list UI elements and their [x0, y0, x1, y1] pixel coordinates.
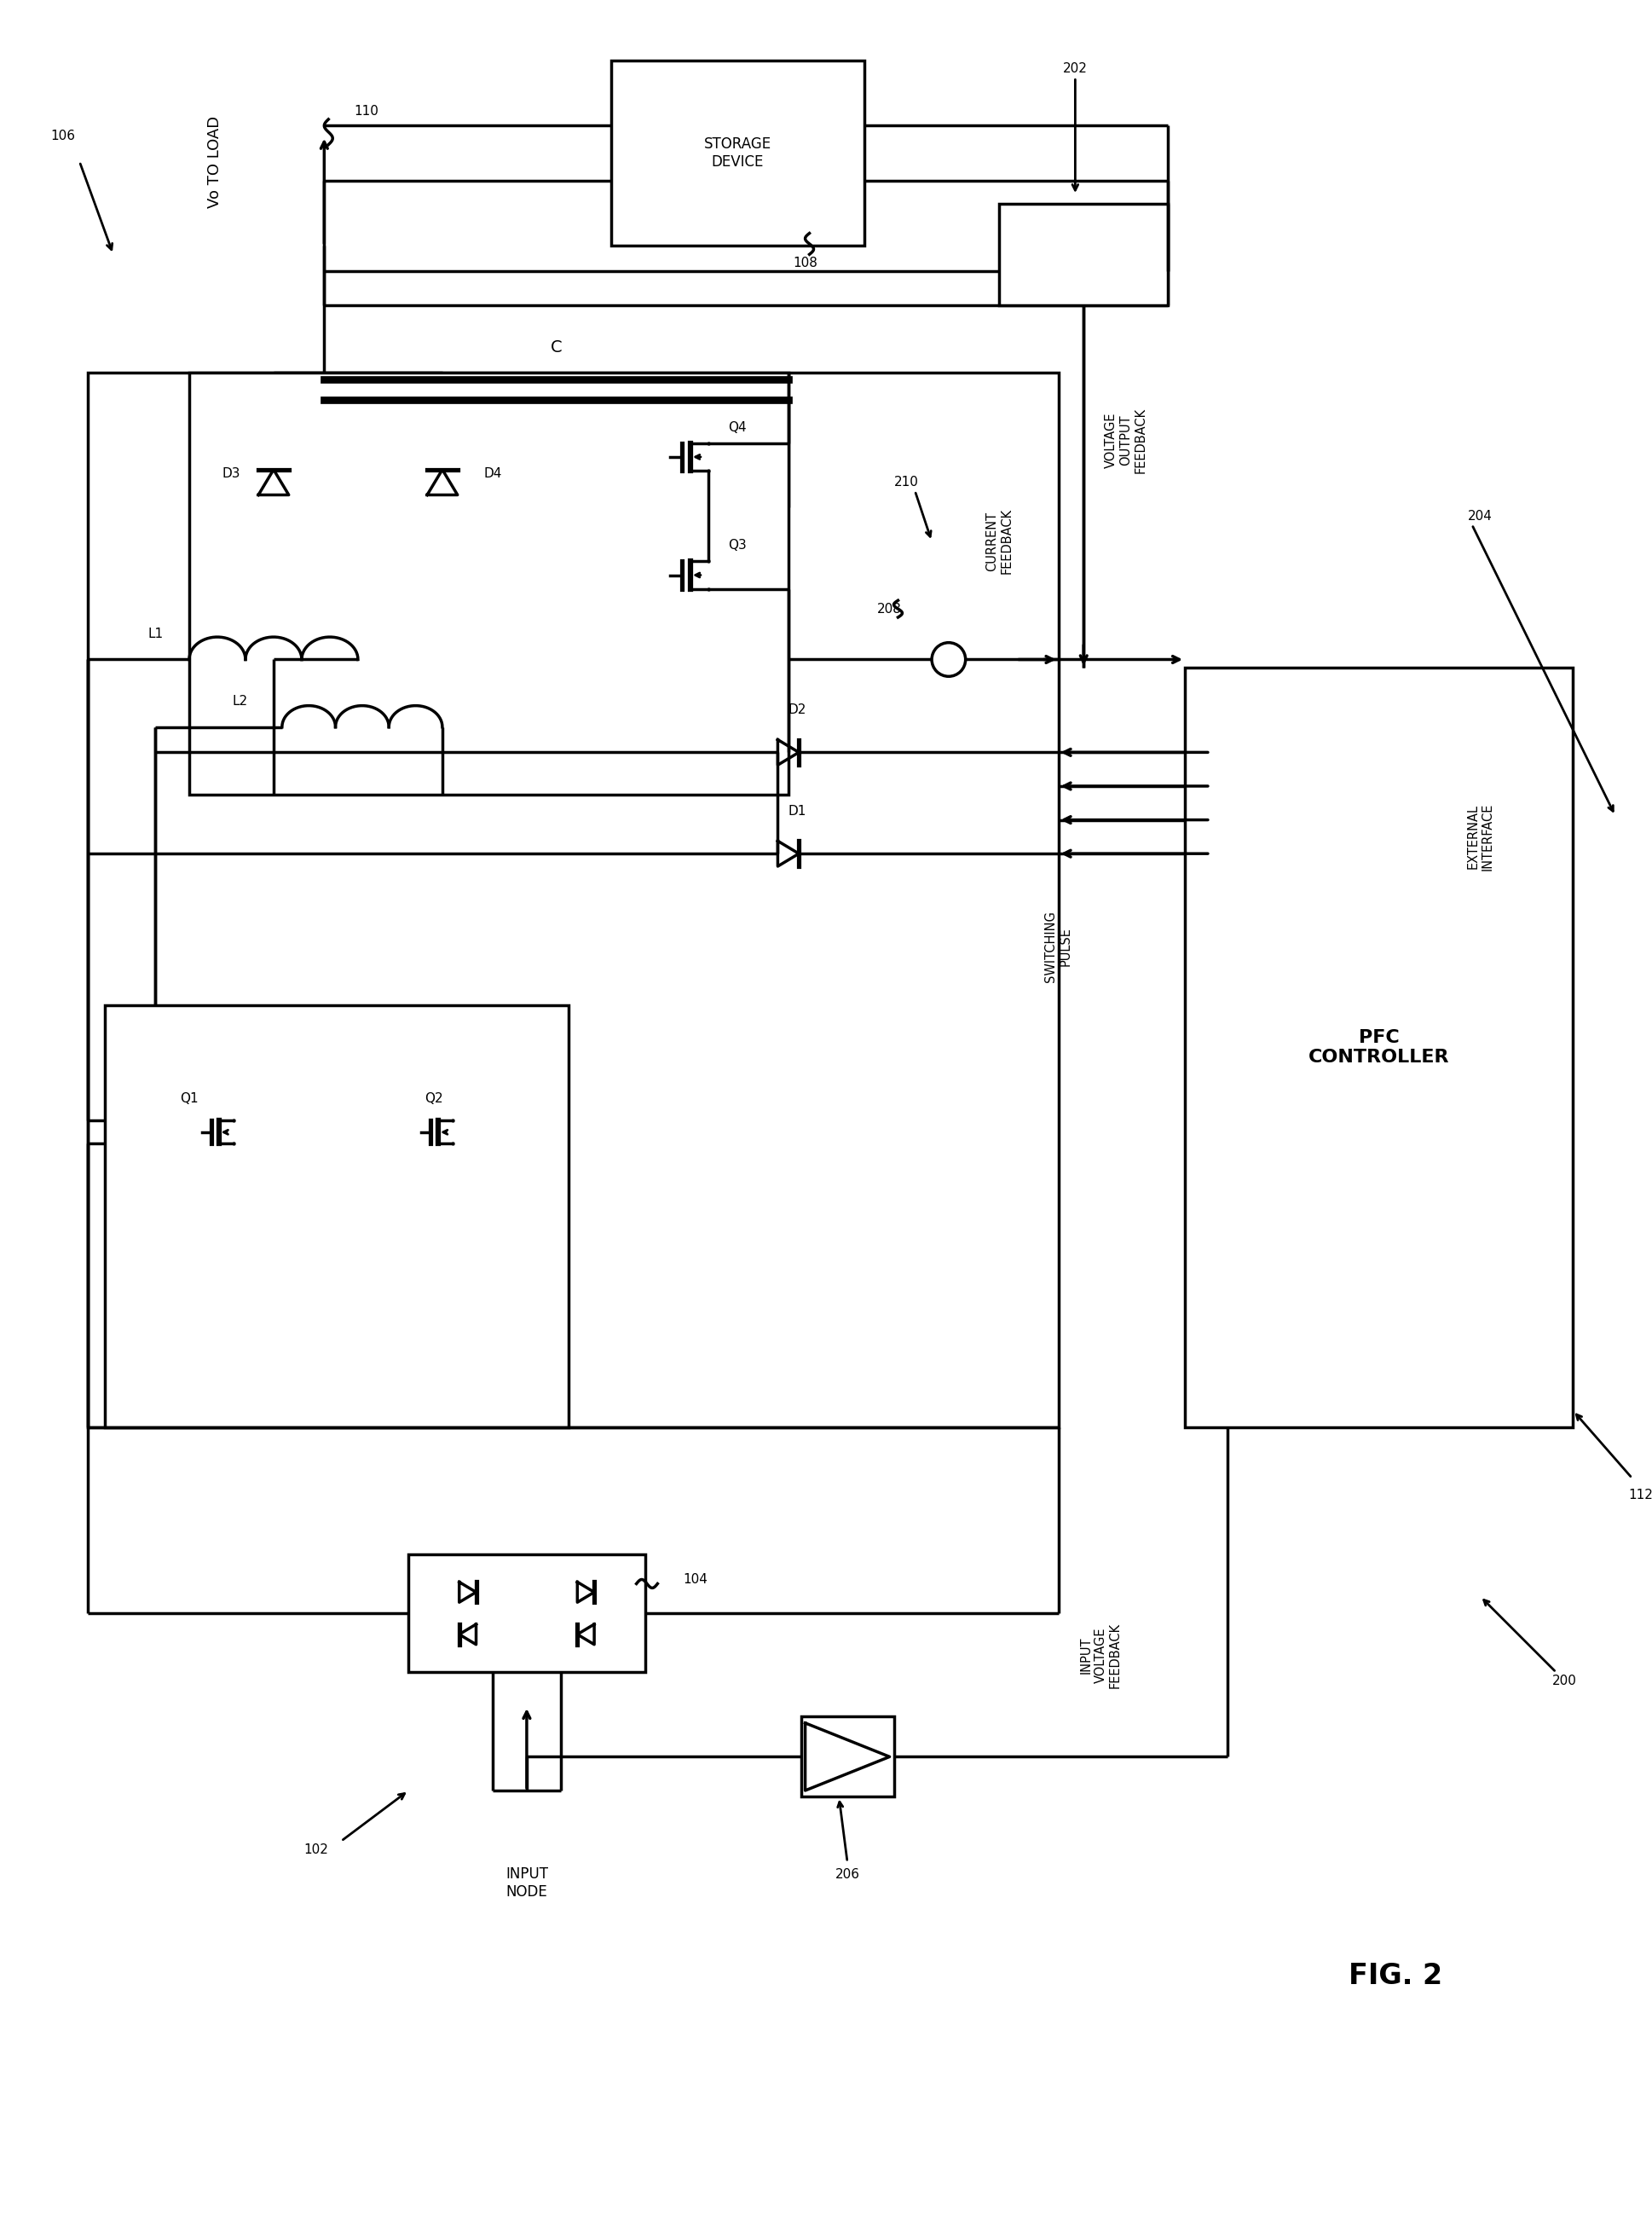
Text: D1: D1	[788, 806, 806, 817]
Text: L2: L2	[231, 696, 248, 708]
Bar	[104, 1005, 568, 1428]
Text: STORAGE
DEVICE: STORAGE DEVICE	[704, 137, 771, 170]
Text: Q3: Q3	[729, 540, 747, 553]
Text: 108: 108	[793, 257, 818, 269]
Text: EXTERNAL
INTERFACE: EXTERNAL INTERFACE	[1467, 804, 1493, 871]
Bar	[190, 372, 788, 795]
Text: INPUT
VOLTAGE
FEEDBACK: INPUT VOLTAGE FEEDBACK	[1079, 1623, 1122, 1688]
Text: FIG. 2: FIG. 2	[1350, 1961, 1442, 1990]
Text: SWITCHING
PULSE: SWITCHING PULSE	[1044, 911, 1072, 983]
Text: D3: D3	[223, 468, 241, 479]
Bar	[611, 60, 864, 246]
Text: 110: 110	[354, 105, 378, 116]
Text: Q1: Q1	[180, 1093, 198, 1104]
Text: Vo TO LOAD: Vo TO LOAD	[206, 116, 221, 208]
Bar	[801, 1717, 894, 1798]
Text: 104: 104	[684, 1574, 707, 1585]
Bar	[88, 372, 1059, 1428]
Text: 112: 112	[1629, 1489, 1652, 1502]
Text: 204: 204	[1469, 510, 1492, 522]
Text: 206: 206	[834, 1870, 859, 1881]
Text: 102: 102	[304, 1843, 329, 1856]
Text: C: C	[550, 338, 562, 356]
Bar	[999, 204, 1168, 305]
Text: 202: 202	[1062, 63, 1087, 76]
Text: PFC
CONTROLLER: PFC CONTROLLER	[1308, 1030, 1449, 1066]
Text: D4: D4	[484, 468, 502, 479]
Text: CURRENT
FEEDBACK: CURRENT FEEDBACK	[986, 508, 1013, 573]
Bar	[1184, 667, 1573, 1428]
Text: 200: 200	[1553, 1675, 1578, 1688]
Text: D2: D2	[788, 703, 806, 716]
Text: INPUT
NODE: INPUT NODE	[506, 1867, 548, 1901]
Text: 210: 210	[894, 477, 919, 488]
Text: VOLTAGE
OUTPUT
FEEDBACK: VOLTAGE OUTPUT FEEDBACK	[1105, 407, 1146, 472]
Text: Q2: Q2	[425, 1093, 443, 1104]
Text: 106: 106	[50, 130, 74, 143]
Text: L1: L1	[147, 627, 164, 640]
Text: Q4: Q4	[729, 421, 747, 434]
Bar	[408, 1554, 644, 1673]
Text: 208: 208	[877, 602, 902, 616]
